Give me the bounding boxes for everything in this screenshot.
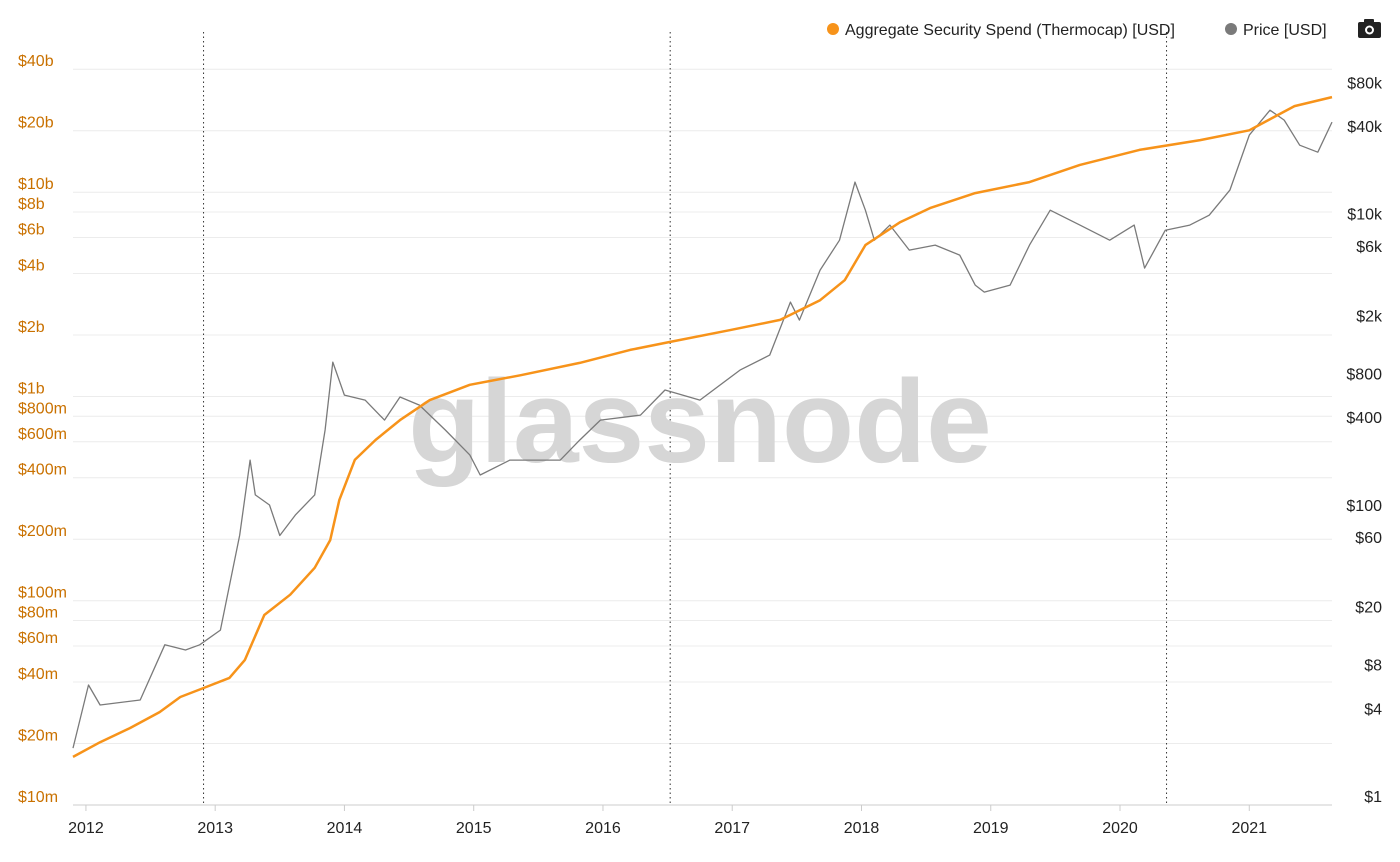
- y2-tick-label: $1: [1364, 789, 1382, 806]
- y-tick-label: $10m: [18, 789, 58, 806]
- legend: Aggregate Security Spend (Thermocap) [US…: [827, 22, 1327, 39]
- x-tick-label: 2019: [973, 820, 1009, 837]
- y2-tick-label: $8: [1364, 658, 1382, 675]
- y-tick-label: $40m: [18, 666, 58, 683]
- x-tick-label: 2018: [844, 820, 880, 837]
- y-tick-label: $2b: [18, 319, 45, 336]
- y2-tick-label: $400: [1346, 410, 1382, 427]
- y-tick-label: $1b: [18, 380, 45, 397]
- y2-tick-label: $80k: [1347, 75, 1383, 92]
- series-line: [72, 95, 1333, 758]
- y-tick-label: $80m: [18, 605, 58, 622]
- y-tick-label: $60m: [18, 630, 58, 647]
- y-tick-label: $40b: [18, 53, 54, 70]
- y2-tick-label: $20: [1355, 600, 1382, 617]
- x-tick-label: 2021: [1231, 820, 1267, 837]
- x-tick-label: 2016: [585, 820, 621, 837]
- y-tick-label: $600m: [18, 426, 67, 443]
- legend-swatch: [827, 23, 839, 35]
- y-tick-label: $6b: [18, 222, 45, 239]
- legend-label[interactable]: Aggregate Security Spend (Thermocap) [US…: [845, 22, 1175, 39]
- y-tick-label: $8b: [18, 196, 45, 213]
- y2-tick-label: $60: [1355, 530, 1382, 547]
- y-tick-label: $10b: [18, 176, 54, 193]
- y-tick-label: $20m: [18, 728, 58, 745]
- watermark: glassnode: [408, 356, 992, 488]
- x-tick-label: 2017: [714, 820, 750, 837]
- legend-label[interactable]: Price [USD]: [1243, 22, 1327, 39]
- x-tick-label: 2015: [456, 820, 492, 837]
- y-tick-label: $800m: [18, 400, 67, 417]
- x-tick-label: 2012: [68, 820, 104, 837]
- y2-tick-label: $10k: [1347, 207, 1383, 224]
- x-tick-label: 2014: [327, 820, 363, 837]
- y-tick-label: $20b: [18, 115, 54, 132]
- y-tick-label: $4b: [18, 257, 45, 274]
- y-tick-label: $400m: [18, 462, 67, 479]
- camera-icon[interactable]: [1358, 19, 1381, 38]
- x-tick-label: 2020: [1102, 820, 1138, 837]
- y2-tick-label: $40k: [1347, 119, 1383, 136]
- y2-tick-label: $100: [1346, 498, 1382, 515]
- legend-swatch: [1225, 23, 1237, 35]
- y2-tick-label: $800: [1346, 366, 1382, 383]
- y2-tick-label: $2k: [1356, 308, 1383, 325]
- y-tick-label: $200m: [18, 523, 67, 540]
- y2-tick-label: $6k: [1356, 239, 1383, 256]
- y-tick-label: $100m: [18, 585, 67, 602]
- y2-tick-label: $4: [1364, 701, 1382, 718]
- x-tick-label: 2013: [197, 820, 233, 837]
- series-line: [72, 109, 1333, 749]
